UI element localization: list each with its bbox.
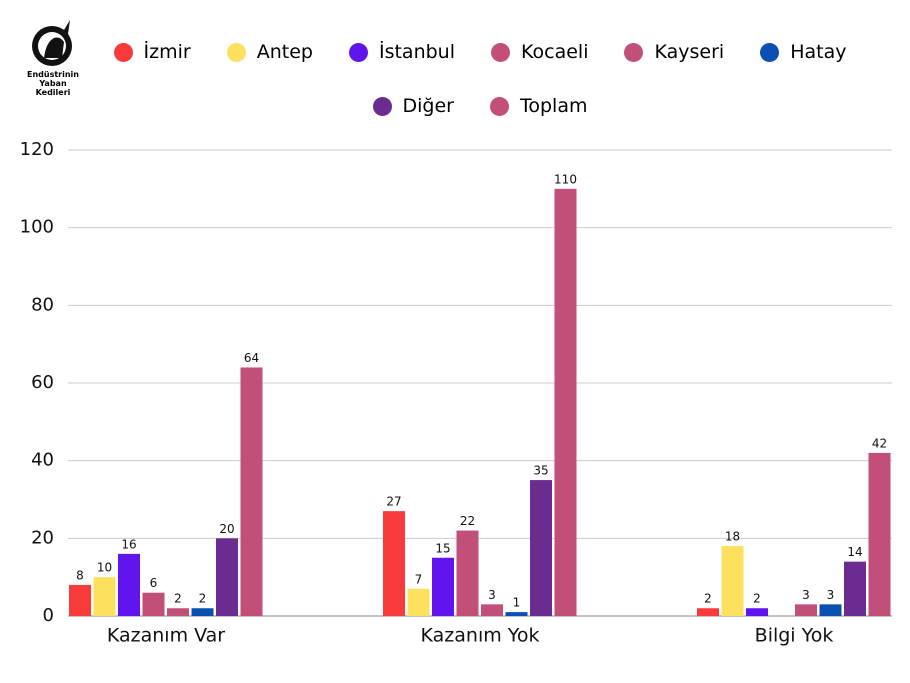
value-label: 22 bbox=[460, 514, 475, 528]
legend-label: İstanbul bbox=[378, 41, 455, 63]
x-tick-label: Bilgi Yok bbox=[755, 625, 834, 647]
bar bbox=[697, 608, 719, 616]
y-tick-label: 80 bbox=[31, 294, 54, 315]
legend-swatch bbox=[489, 96, 509, 116]
legend-item: İzmir bbox=[113, 40, 191, 64]
bar bbox=[407, 588, 430, 616]
legend-swatch bbox=[624, 42, 644, 62]
legend-item: Antep bbox=[226, 40, 313, 64]
value-label: 10 bbox=[97, 561, 112, 575]
bar bbox=[432, 557, 454, 616]
x-tick-label: Kazanım Yok bbox=[421, 625, 540, 647]
value-label: 2 bbox=[199, 592, 207, 606]
value-label: 14 bbox=[847, 545, 862, 559]
bar bbox=[481, 604, 503, 616]
logo-text: Endüstrinin bbox=[27, 70, 79, 79]
legend-label: Antep bbox=[256, 41, 313, 63]
value-label: 27 bbox=[386, 495, 401, 509]
bar bbox=[240, 367, 263, 616]
bar bbox=[383, 511, 405, 616]
legend-item: Kocaeli bbox=[491, 40, 588, 64]
bar bbox=[216, 538, 238, 616]
value-label: 42 bbox=[872, 436, 887, 450]
legend-item: İstanbul bbox=[348, 40, 455, 64]
bar bbox=[554, 188, 577, 617]
bar bbox=[142, 592, 165, 616]
logo: Endüstrinin Yaban Kedileri bbox=[26, 16, 80, 97]
logo-text: Kedileri bbox=[35, 88, 71, 97]
y-tick-label: 40 bbox=[31, 450, 54, 471]
bar bbox=[746, 608, 768, 616]
value-label: 2 bbox=[704, 592, 712, 606]
bar bbox=[118, 553, 140, 616]
value-label: 1 bbox=[513, 596, 521, 610]
value-label: 3 bbox=[802, 588, 810, 602]
legend-swatch bbox=[372, 96, 392, 116]
legend-label: Kocaeli bbox=[521, 41, 589, 63]
bar bbox=[721, 546, 744, 616]
legend: İzmir Antep İstanbul Kocaeli Kayseri Hatay Diğ… bbox=[70, 40, 890, 118]
bar bbox=[167, 608, 189, 616]
bar bbox=[868, 452, 891, 616]
value-label: 15 bbox=[435, 541, 450, 555]
value-label: 2 bbox=[174, 592, 182, 606]
legend-swatch bbox=[348, 42, 368, 62]
value-label: 16 bbox=[121, 537, 136, 551]
value-label: 3 bbox=[827, 588, 835, 602]
value-label: 20 bbox=[219, 522, 234, 536]
x-tick-label: Kazanım Var bbox=[107, 625, 225, 647]
logo-text: Yaban bbox=[39, 79, 67, 88]
legend-label: Diğer bbox=[402, 95, 454, 117]
bar bbox=[844, 561, 866, 616]
legend-label: Kayseri bbox=[654, 41, 725, 63]
y-tick-label: 0 bbox=[43, 605, 54, 626]
value-label: 2 bbox=[753, 592, 761, 606]
y-tick-label: 60 bbox=[31, 372, 54, 393]
value-label: 18 bbox=[725, 530, 740, 544]
bar bbox=[69, 584, 91, 616]
legend-swatch bbox=[226, 42, 246, 62]
value-label: 8 bbox=[76, 568, 84, 582]
bar bbox=[795, 604, 817, 616]
y-tick-label: 100 bbox=[20, 217, 54, 238]
bar bbox=[93, 577, 116, 616]
legend-swatch bbox=[113, 42, 133, 62]
legend-swatch bbox=[760, 42, 780, 62]
y-tick-label: 20 bbox=[31, 527, 54, 548]
value-label: 7 bbox=[415, 572, 423, 586]
legend-label: Toplam bbox=[519, 95, 588, 117]
value-label: 110 bbox=[554, 172, 577, 186]
bar bbox=[191, 608, 214, 616]
legend-label: İzmir bbox=[143, 41, 191, 63]
bar bbox=[456, 530, 479, 616]
bar bbox=[530, 480, 552, 616]
bar bbox=[505, 612, 528, 616]
bar bbox=[819, 604, 842, 616]
legend-item: Hatay bbox=[760, 40, 846, 64]
value-label: 6 bbox=[150, 576, 158, 590]
legend-swatch bbox=[491, 42, 510, 62]
legend-label: Hatay bbox=[790, 41, 847, 63]
logo-icon bbox=[32, 20, 72, 66]
legend-item: Toplam bbox=[489, 94, 588, 118]
value-label: 35 bbox=[533, 464, 548, 478]
value-label: 64 bbox=[244, 351, 259, 365]
y-tick-label: 120 bbox=[20, 139, 54, 160]
legend-item: Kayseri bbox=[624, 40, 724, 64]
legend-item: Diğer bbox=[372, 94, 454, 118]
value-label: 3 bbox=[488, 588, 496, 602]
